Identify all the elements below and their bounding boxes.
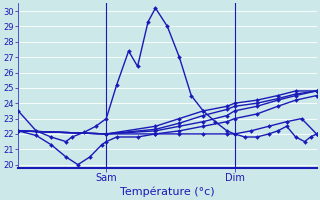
X-axis label: Température (°c): Température (°c) [120, 186, 215, 197]
